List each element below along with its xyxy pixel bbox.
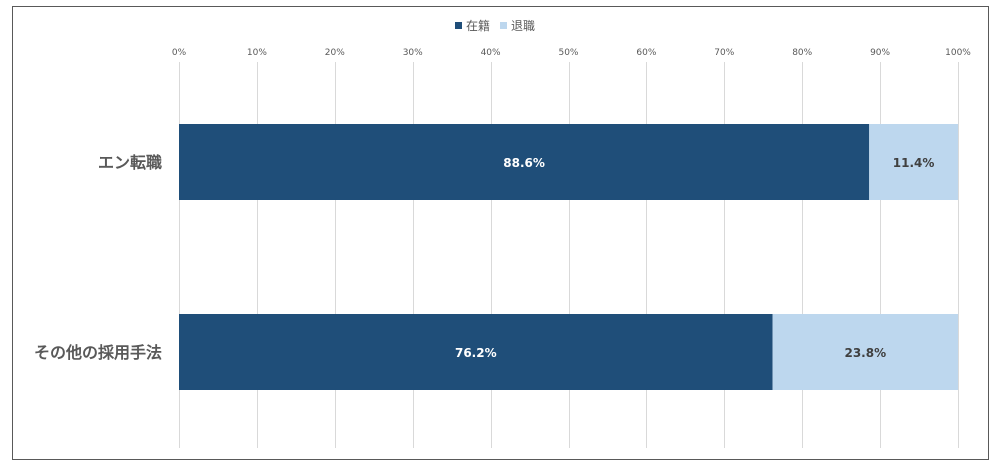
data-labels: 88.6% 11.4% 76.2% 23.8%: [455, 156, 934, 360]
x-tick-label: 20%: [325, 48, 345, 58]
chart-frame: [12, 6, 989, 460]
x-tick-label: 10%: [247, 48, 267, 58]
data-label: 23.8%: [844, 346, 886, 360]
x-tick-label: 30%: [403, 48, 423, 58]
data-label: 88.6%: [503, 156, 545, 170]
legend-label: 在籍: [466, 18, 490, 33]
bar-segment-resigned: [869, 124, 958, 200]
legend-swatch-resigned: [500, 22, 507, 29]
bar-segment-enrolled: [179, 314, 773, 390]
bars: [179, 124, 958, 390]
x-tick-label: 50%: [558, 48, 578, 58]
data-label: 76.2%: [455, 346, 497, 360]
legend-swatch-enrolled: [455, 22, 462, 29]
x-tick-label: 90%: [870, 48, 890, 58]
x-tick-label: 80%: [792, 48, 812, 58]
x-tick-label: 70%: [714, 48, 734, 58]
x-axis-ticks: 0% 10% 20% 30% 40% 50% 60% 70% 80% 90% 100%: [172, 48, 971, 58]
category-label: その他の採用手法: [34, 343, 162, 362]
x-tick-label: 100%: [945, 48, 971, 58]
bar-segment-enrolled: [179, 124, 870, 200]
category-label: エン転職: [98, 153, 162, 172]
x-tick-label: 0%: [172, 48, 187, 58]
data-label: 11.4%: [893, 156, 935, 170]
legend: 在籍 退職: [455, 18, 535, 33]
x-tick-label: 60%: [636, 48, 656, 58]
x-tick-label: 40%: [481, 48, 501, 58]
legend-label: 退職: [511, 19, 535, 33]
bar-segment-resigned: [772, 314, 958, 390]
